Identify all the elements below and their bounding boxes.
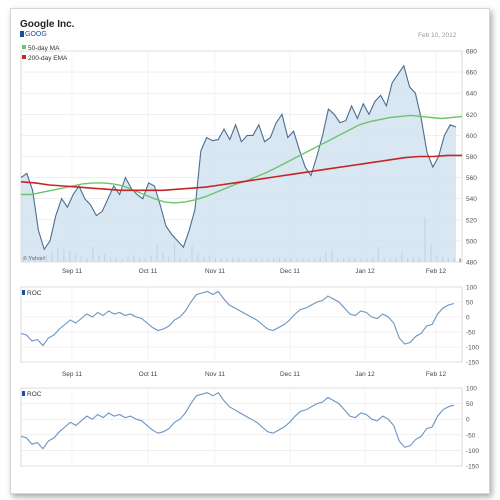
price-y-tick-label: 540 bbox=[466, 196, 477, 203]
roc1-x-tick-label: Nov 11 bbox=[205, 371, 225, 378]
roc1-title-square-icon bbox=[22, 290, 25, 295]
price-y-tick-label: 620 bbox=[466, 112, 477, 119]
roc2-y-tick-label: -50 bbox=[466, 432, 476, 439]
yahoo-watermark: © Yahoo! bbox=[23, 255, 46, 262]
roc1-title: ROC bbox=[27, 290, 42, 297]
roc1-y-tick-label: 50 bbox=[466, 300, 474, 307]
roc1-plot-border bbox=[20, 286, 463, 363]
chart-frame: 480 500 520 540 560 580 600 620 640 660 680 Sep 11 O… bbox=[10, 8, 490, 494]
price-y-tick-label: 500 bbox=[466, 238, 477, 245]
legend-ma50: 50-day MA bbox=[28, 45, 60, 52]
price-x-tick-label: Nov 11 bbox=[205, 268, 225, 275]
price-y-tick-label: 480 bbox=[466, 260, 477, 267]
roc1-y-tick-label: 100 bbox=[466, 285, 477, 292]
chart-date: Feb 10, 2012 bbox=[418, 32, 457, 39]
roc2-title: ROC bbox=[27, 391, 42, 398]
price-y-tick-label: 600 bbox=[466, 133, 477, 140]
roc1-y-tick-label: -100 bbox=[466, 345, 479, 352]
ticker-label: GOOG bbox=[20, 31, 47, 38]
roc1-x-tick-label: Oct 11 bbox=[139, 371, 158, 378]
roc2-y-tick-label: 0 bbox=[466, 417, 470, 424]
roc1-x-tick-label: Sep 11 bbox=[62, 371, 83, 378]
roc1-x-tick-label: Dec 11 bbox=[280, 371, 300, 378]
roc2-line bbox=[20, 391, 455, 450]
price-y-tick-label: 520 bbox=[466, 217, 477, 224]
price-x-tick-label: Feb 12 bbox=[426, 268, 447, 275]
ema200-line bbox=[20, 154, 462, 192]
roc2-y-tick-label: 50 bbox=[466, 401, 474, 408]
roc1-y-tick-label: -150 bbox=[466, 360, 479, 367]
price-line bbox=[20, 64, 457, 251]
price-x-tick-label: Dec 11 bbox=[280, 268, 300, 275]
ticker-square-icon bbox=[20, 31, 24, 37]
legend-swatch bbox=[22, 45, 26, 49]
roc2-y-tick-label: -150 bbox=[466, 464, 479, 471]
roc1-y-tick-label: -50 bbox=[466, 330, 476, 337]
volume-bar bbox=[459, 258, 461, 262]
roc1-x-tick-label: Feb 12 bbox=[426, 371, 447, 378]
price-y-tick-label: 680 bbox=[466, 49, 477, 56]
price-y-tick-label: 660 bbox=[466, 70, 477, 77]
roc1-x-tick-label: Jan 12 bbox=[355, 371, 375, 378]
roc2-plot-border bbox=[20, 387, 463, 467]
ticker-text: GOOG bbox=[25, 31, 47, 38]
legend-swatch bbox=[22, 55, 26, 59]
price-y-tick-label: 560 bbox=[466, 175, 477, 182]
price-x-tick-label: Oct 11 bbox=[139, 268, 158, 275]
price-y-tick-label: 640 bbox=[466, 91, 477, 98]
roc1-y-tick-label: 0 bbox=[466, 315, 470, 322]
price-x-tick-label: Jan 12 bbox=[355, 268, 375, 275]
roc1-line bbox=[20, 290, 455, 347]
roc2-title-square-icon bbox=[22, 391, 25, 396]
price-y-tick-label: 580 bbox=[466, 154, 477, 161]
price-area bbox=[21, 65, 456, 262]
roc2-y-tick-label: -100 bbox=[466, 448, 479, 455]
price-x-tick-label: Sep 11 bbox=[62, 268, 83, 275]
company-title: Google Inc. bbox=[20, 19, 75, 30]
legend-ema200: 200-day EMA bbox=[28, 55, 68, 62]
roc2-y-tick-label: 100 bbox=[466, 386, 477, 393]
